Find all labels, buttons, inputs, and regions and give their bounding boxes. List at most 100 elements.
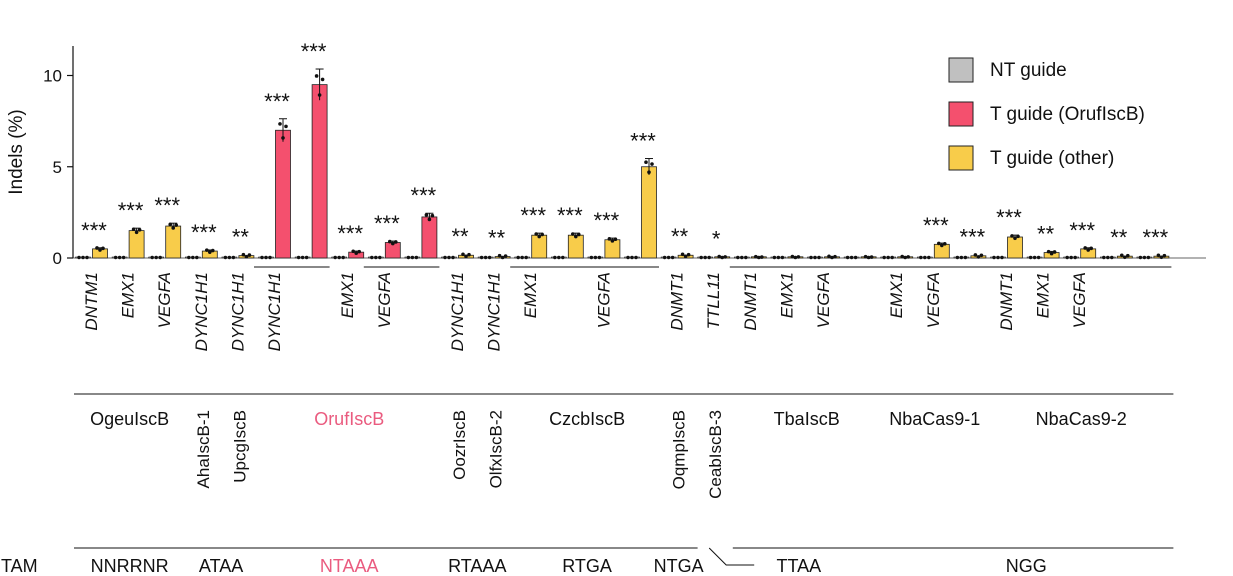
nt-point	[337, 255, 341, 260]
bar-group-7	[331, 249, 365, 260]
ortholog-label: CzcbIscB	[549, 409, 625, 429]
nt-point	[736, 255, 740, 260]
significance-label: ***	[1069, 218, 1095, 243]
y-tick-label: 0	[53, 249, 62, 268]
nt-point	[780, 255, 785, 260]
nt-point	[1032, 255, 1037, 260]
t-point	[610, 239, 615, 243]
t-point	[205, 248, 209, 252]
t-point	[1156, 253, 1161, 258]
significance-label: ***	[1143, 225, 1169, 250]
nt-point	[223, 255, 228, 260]
t-bar	[311, 84, 328, 259]
t-point	[357, 249, 362, 254]
t-point	[647, 170, 651, 175]
t-point	[247, 253, 252, 257]
t-point	[973, 253, 978, 257]
nt-point	[121, 255, 126, 260]
gene-label: DYNC1H1	[228, 272, 247, 351]
t-point	[1126, 253, 1130, 258]
t-point	[95, 246, 99, 250]
significance-label: ***	[374, 211, 400, 236]
bar-group-21	[843, 254, 877, 260]
nt-point	[85, 255, 89, 260]
nt-point	[374, 255, 378, 260]
t-point	[613, 237, 618, 242]
t-point	[650, 162, 654, 166]
bar-group-18	[733, 254, 767, 260]
nt-point	[1065, 255, 1069, 260]
t-point	[464, 254, 468, 259]
nt-point	[886, 255, 890, 260]
significance-label: **	[488, 225, 506, 250]
nt-point	[150, 255, 154, 260]
gene-label: EMX1	[777, 272, 796, 318]
nt-point	[443, 255, 447, 260]
y-tick-label: 10	[43, 67, 62, 86]
nt-point	[187, 255, 191, 260]
significance-label: **	[1110, 225, 1128, 250]
t-point	[940, 243, 944, 248]
nt-point	[81, 255, 85, 260]
t-point	[833, 254, 837, 259]
t-point	[394, 240, 398, 244]
nt-point	[589, 255, 594, 260]
bar-group-22	[880, 254, 914, 260]
significance-label: ***	[923, 213, 949, 238]
tam-label: RTGA	[562, 556, 612, 576]
nt-point	[378, 255, 382, 260]
nt-point	[304, 255, 309, 260]
nt-point	[561, 255, 565, 260]
bar-group-5	[258, 118, 291, 260]
t-point	[168, 222, 172, 227]
nt-point	[963, 255, 968, 260]
t-point	[537, 234, 541, 239]
bar-group-13	[550, 232, 584, 260]
nt-point	[626, 255, 630, 260]
tam-label: TTAA	[776, 556, 821, 576]
t-point	[574, 234, 578, 239]
gene-label: DYNC1H1	[448, 272, 467, 351]
t-point	[607, 237, 612, 241]
t-point	[1052, 250, 1057, 254]
significance-label: ***	[264, 89, 290, 114]
t-bar	[567, 234, 584, 259]
legend: NT guide T guide (OrufIscB) T guide (other…	[948, 57, 1145, 171]
bar-group-17	[697, 254, 731, 260]
t-point	[1013, 236, 1017, 241]
gene-label: VEGFA	[924, 272, 943, 328]
nt-point	[227, 255, 232, 260]
bar-group-11	[477, 253, 511, 260]
nt-point	[557, 255, 561, 260]
ortholog-label: OlfxIscB-2	[487, 410, 506, 488]
significance-label: **	[451, 224, 469, 249]
significance-label: ***	[996, 205, 1022, 230]
nt-point	[113, 255, 118, 260]
legend-label: NT guide	[990, 60, 1067, 81]
gene-label: VEGFA	[155, 272, 174, 328]
t-point	[1016, 234, 1020, 239]
significance-label: ***	[520, 203, 546, 228]
tam-label: NGG	[1006, 556, 1047, 576]
bar-group-4	[221, 252, 255, 260]
t-point	[131, 227, 136, 232]
nt-point	[300, 255, 305, 260]
t-point	[208, 250, 212, 254]
t-point	[1162, 253, 1167, 258]
significance-label: ***	[154, 193, 180, 218]
significance-label: ***	[960, 225, 986, 250]
t-point	[683, 254, 688, 259]
gene-label: DNMT1	[997, 272, 1016, 331]
t-point	[686, 252, 691, 257]
t-point	[760, 255, 764, 259]
nt-point	[890, 255, 894, 260]
nt-point	[158, 255, 162, 260]
gene-label: EMX1	[119, 272, 138, 318]
nt-point	[740, 255, 744, 260]
nt-point	[154, 255, 158, 260]
t-point	[720, 255, 724, 260]
t-point	[317, 93, 322, 97]
t-point	[863, 254, 868, 259]
nt-point	[447, 255, 451, 260]
bar-group-14	[587, 237, 621, 260]
